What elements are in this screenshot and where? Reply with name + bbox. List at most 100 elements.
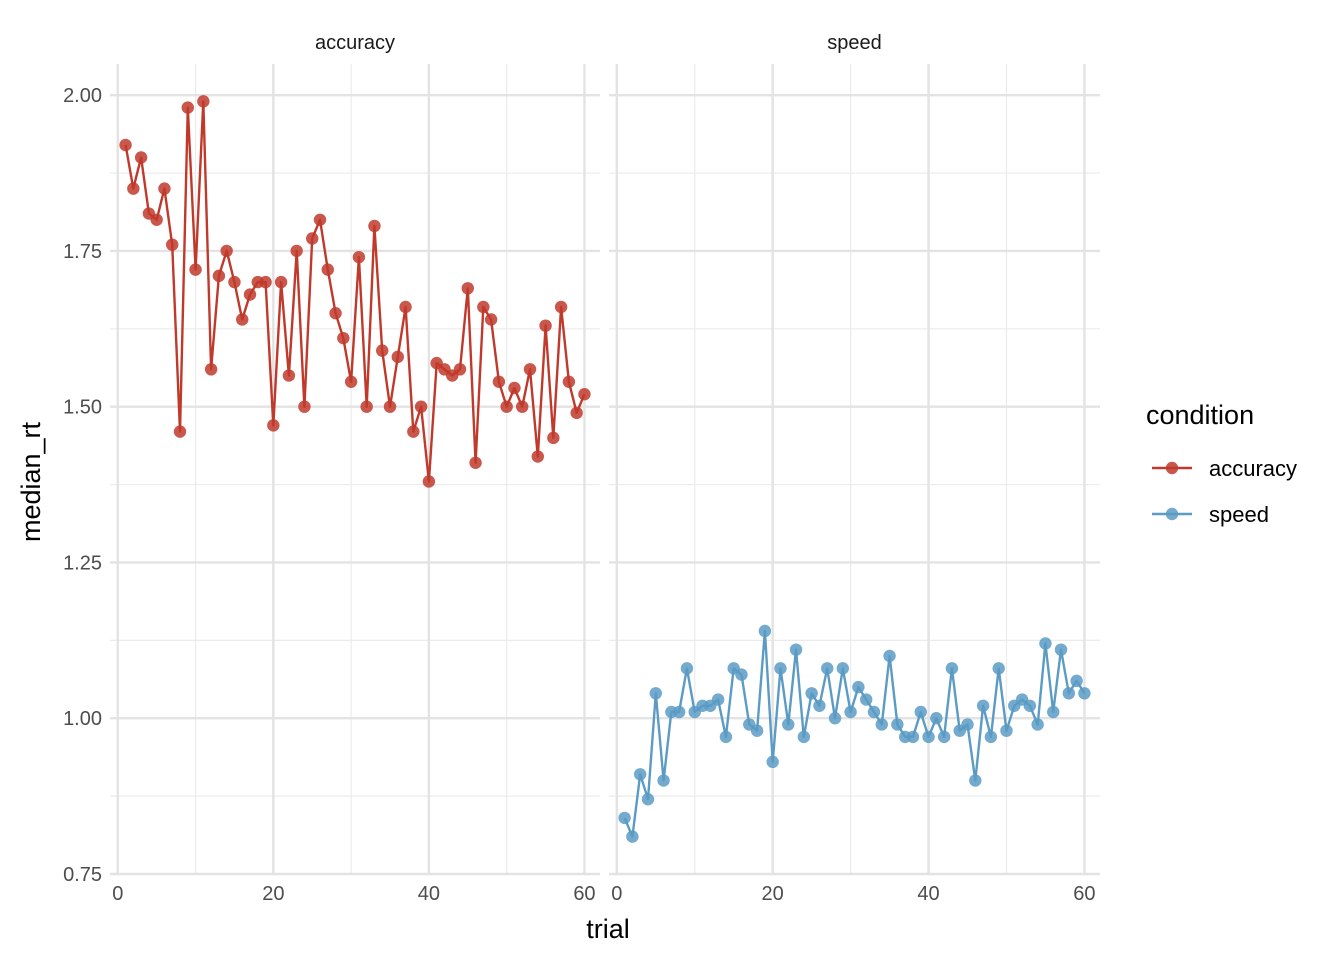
data-point <box>306 232 319 245</box>
data-point <box>618 811 631 825</box>
data-point <box>1023 699 1037 712</box>
data-point <box>859 693 873 706</box>
data-point <box>914 705 927 719</box>
data-point <box>867 705 881 719</box>
data-point <box>578 388 591 401</box>
data-point <box>119 138 132 152</box>
data-point <box>984 730 998 744</box>
data-point <box>1039 637 1052 650</box>
x-tick-label: 60 <box>573 883 595 905</box>
data-point <box>453 363 467 376</box>
data-point <box>1070 674 1083 688</box>
data-point <box>922 730 935 744</box>
data-point <box>1078 687 1091 700</box>
data-point <box>531 450 544 463</box>
data-point <box>500 400 513 413</box>
data-point <box>976 699 990 712</box>
data-point <box>508 381 521 395</box>
data-point <box>719 730 733 744</box>
data-point <box>797 730 811 744</box>
data-point <box>337 331 350 345</box>
data-point <box>150 213 163 226</box>
data-point <box>158 182 171 195</box>
data-point <box>750 724 764 737</box>
data-point <box>298 400 311 413</box>
data-point <box>641 793 655 806</box>
data-point <box>626 830 639 843</box>
data-point <box>383 400 397 413</box>
data-point <box>930 712 943 725</box>
data-point <box>267 419 280 432</box>
data-point <box>711 693 725 706</box>
y-tick-label: 0.75 <box>63 864 102 886</box>
data-point <box>220 244 233 258</box>
data-point <box>789 643 803 656</box>
data-point <box>1031 718 1044 731</box>
series-speed <box>618 624 1091 843</box>
data-point <box>189 263 202 276</box>
data-point <box>852 680 865 694</box>
x-tick-label: 60 <box>1073 883 1095 905</box>
data-point <box>766 755 779 769</box>
data-point <box>492 375 506 388</box>
data-point <box>891 718 904 731</box>
y-axis-title: median_rt <box>16 421 46 542</box>
data-point <box>484 313 498 326</box>
data-point <box>321 263 334 276</box>
x-tick-label: 0 <box>611 883 622 905</box>
data-point <box>282 369 296 382</box>
facet-panel-speed: speed <box>609 32 1100 876</box>
data-point <box>906 730 920 744</box>
data-point <box>376 344 389 357</box>
y-tick-label: 1.75 <box>63 241 102 263</box>
data-point <box>212 269 226 283</box>
data-point <box>236 313 249 326</box>
data-point <box>828 712 842 725</box>
x-axis-title: trial <box>586 914 630 944</box>
data-point <box>547 431 560 445</box>
data-point <box>461 282 474 295</box>
data-point <box>181 101 194 114</box>
legend-item-accuracy: accuracy <box>1152 456 1297 481</box>
data-point <box>399 300 412 314</box>
data-point <box>313 213 327 226</box>
data-point <box>937 730 951 744</box>
series-accuracy <box>119 95 591 488</box>
x-tick-label: 20 <box>762 883 784 905</box>
data-point <box>805 687 818 700</box>
data-point <box>844 705 857 719</box>
legend-label: speed <box>1209 502 1269 527</box>
data-point <box>197 95 210 108</box>
data-point <box>352 250 366 264</box>
data-point <box>243 288 257 301</box>
data-point <box>127 182 140 195</box>
legend-key-point <box>1165 507 1179 521</box>
data-point <box>657 774 670 787</box>
data-point <box>774 662 787 675</box>
data-point <box>945 662 959 675</box>
legend-label: accuracy <box>1209 456 1297 481</box>
data-point <box>414 400 428 413</box>
data-point <box>204 363 218 376</box>
data-point <box>368 219 381 233</box>
data-point <box>554 300 568 314</box>
series-line-speed <box>623 629 1086 838</box>
data-point <box>391 350 404 364</box>
legend-item-speed: speed <box>1152 502 1269 527</box>
data-point <box>539 319 552 332</box>
data-point <box>672 705 686 719</box>
x-tick-label: 20 <box>262 883 284 905</box>
data-point <box>1047 705 1060 719</box>
data-point <box>1062 687 1076 700</box>
facet-strip-label: accuracy <box>315 32 395 54</box>
legend-title: condition <box>1146 400 1254 430</box>
data-point <box>782 718 795 731</box>
data-point <box>360 400 373 413</box>
data-point <box>422 475 436 488</box>
data-point <box>523 363 537 376</box>
data-point <box>173 425 187 438</box>
data-point <box>680 662 694 675</box>
x-tick-label: 40 <box>418 883 440 905</box>
data-point <box>407 425 420 438</box>
data-point <box>758 624 772 638</box>
